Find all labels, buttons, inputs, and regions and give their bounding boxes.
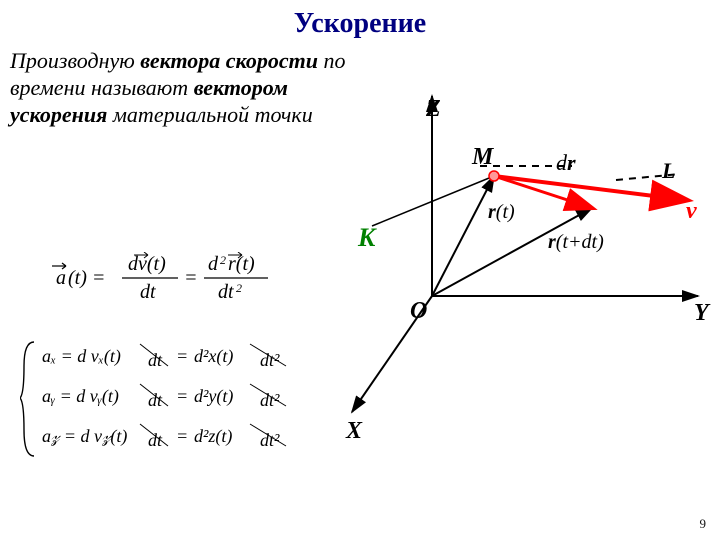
svg-text:M: M [471, 144, 495, 170]
vector-diagram: Z Y X O K Mdr Lv r(t) r(t+dt) [0, 0, 720, 540]
svg-text:v: v [686, 198, 697, 224]
svg-text:dr: dr [556, 150, 576, 175]
svg-text:Z: Z [425, 96, 441, 122]
svg-text:K: K [357, 223, 377, 252]
svg-text:O: O [410, 298, 427, 324]
svg-text:r(t+dt): r(t+dt) [548, 231, 604, 253]
svg-text:Y: Y [694, 300, 711, 326]
slide-number: 9 [700, 516, 707, 532]
svg-text:r(t): r(t) [488, 201, 515, 223]
svg-text:X: X [345, 418, 363, 444]
svg-text:L: L [661, 158, 675, 183]
